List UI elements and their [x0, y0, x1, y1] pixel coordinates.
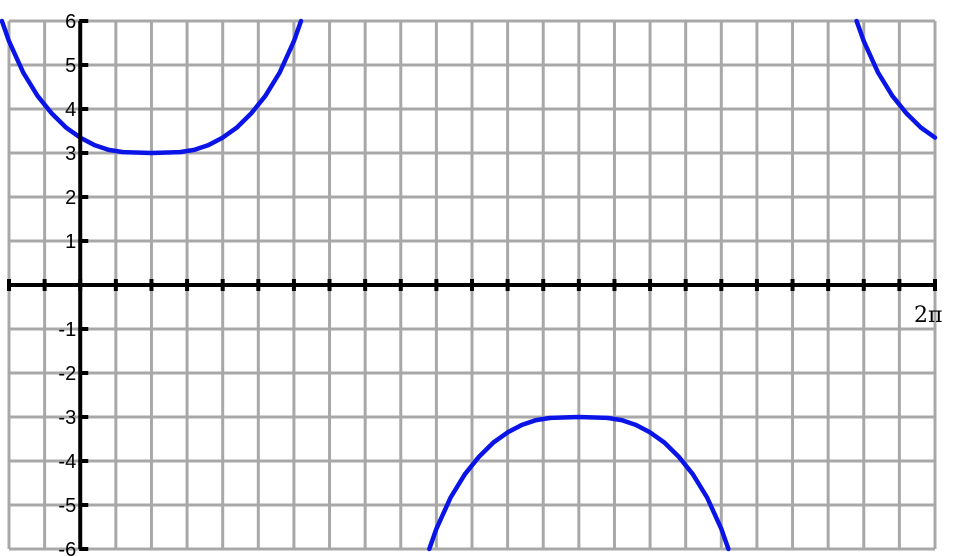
y-tick-label: 6 — [65, 11, 76, 33]
y-tick-label: -5 — [58, 495, 76, 517]
x-axis-end-label: 2π — [914, 303, 943, 328]
curve-branch-1 — [0, 18, 304, 156]
y-tick-labels: 6 5 4 3 2 1 -1 -2 -3 -4 -5 -6 — [58, 11, 76, 556]
y-tick-label: -6 — [58, 539, 76, 556]
y-tick-label: -1 — [58, 319, 76, 341]
y-tick-label: -2 — [58, 363, 76, 385]
y-tick-label: -4 — [58, 451, 76, 473]
y-tick-label: 1 — [65, 231, 76, 253]
y-tick-label: 2 — [65, 187, 76, 209]
y-tick-label: 5 — [65, 55, 76, 77]
axes — [7, 19, 937, 551]
curve-branch-2 — [427, 414, 731, 552]
y-tick-label: 3 — [65, 143, 76, 165]
y-tick-label: 4 — [65, 99, 76, 121]
curve-branch-3 — [854, 18, 938, 140]
y-tick-label: -3 — [58, 407, 76, 429]
curves — [0, 18, 938, 552]
